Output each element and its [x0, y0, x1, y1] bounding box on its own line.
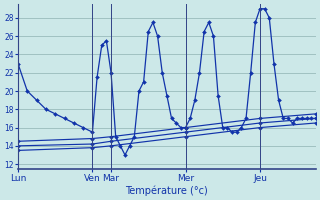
- X-axis label: Température (°c): Température (°c): [125, 185, 208, 196]
